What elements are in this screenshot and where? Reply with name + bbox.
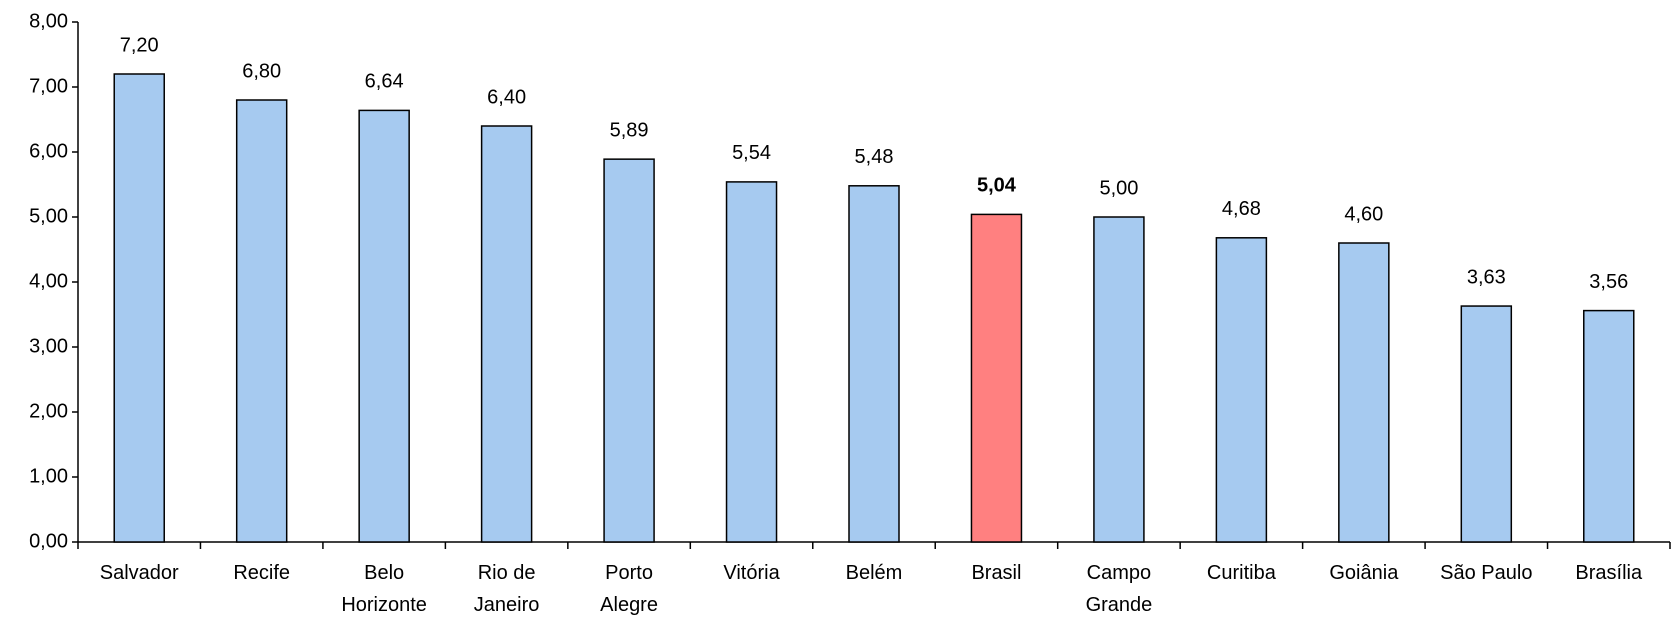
bar — [603, 158, 655, 543]
value-label: 5,48 — [855, 146, 894, 168]
bar — [358, 109, 410, 543]
x-tick-label: Belo Horizonte — [341, 562, 427, 616]
x-tick-label: Vitória — [723, 562, 780, 584]
bar — [1460, 305, 1513, 543]
x-tick-label: Curitiba — [1206, 562, 1276, 584]
value-label: 5,89 — [610, 119, 649, 141]
x-tick-label: Belém — [845, 562, 903, 584]
bar — [970, 213, 1023, 543]
x-tick-label: Brasil — [971, 562, 1022, 584]
value-label: 3,63 — [1467, 266, 1506, 288]
y-tick-label: 3,00 — [29, 335, 68, 357]
y-tick-label: 7,00 — [29, 75, 68, 97]
y-tick-label: 1,00 — [29, 465, 68, 487]
bar — [1093, 216, 1145, 543]
x-tick-label: Rio de Janeiro — [473, 562, 540, 616]
x-tick-label: Porto Alegre — [600, 562, 658, 616]
x-tick-label: São Paulo — [1440, 562, 1533, 584]
value-label: 6,64 — [365, 71, 404, 93]
x-tick-label: Goiânia — [1329, 562, 1399, 584]
y-tick-label: 4,00 — [29, 270, 68, 292]
bar — [1338, 242, 1390, 543]
bar — [725, 181, 778, 543]
value-label: 7,20 — [120, 34, 159, 56]
y-tick-label: 8,00 — [29, 10, 68, 32]
bar — [480, 125, 533, 543]
value-label: 4,60 — [1344, 203, 1383, 225]
bar — [1583, 309, 1635, 543]
value-label: 5,04 — [977, 175, 1017, 197]
value-label: 3,56 — [1589, 271, 1628, 293]
bar — [235, 99, 288, 543]
x-tick-label: Salvador — [99, 562, 179, 584]
y-tick-label: 5,00 — [29, 205, 68, 227]
y-tick-label: 6,00 — [29, 140, 68, 162]
value-label: 6,80 — [242, 60, 281, 82]
value-label: 6,40 — [487, 86, 526, 108]
x-tick-label: Recife — [233, 562, 291, 584]
y-tick-label: 2,00 — [29, 400, 68, 422]
bar — [113, 73, 165, 543]
bar — [848, 185, 900, 543]
x-tick-label: Brasília — [1575, 562, 1643, 584]
value-label: 5,00 — [1099, 177, 1138, 199]
value-label: 4,68 — [1222, 198, 1261, 220]
x-tick-label: Campo Grande — [1085, 562, 1153, 616]
value-label: 5,54 — [732, 142, 771, 164]
bar — [1215, 237, 1268, 543]
y-tick-label: 0,00 — [29, 530, 68, 552]
